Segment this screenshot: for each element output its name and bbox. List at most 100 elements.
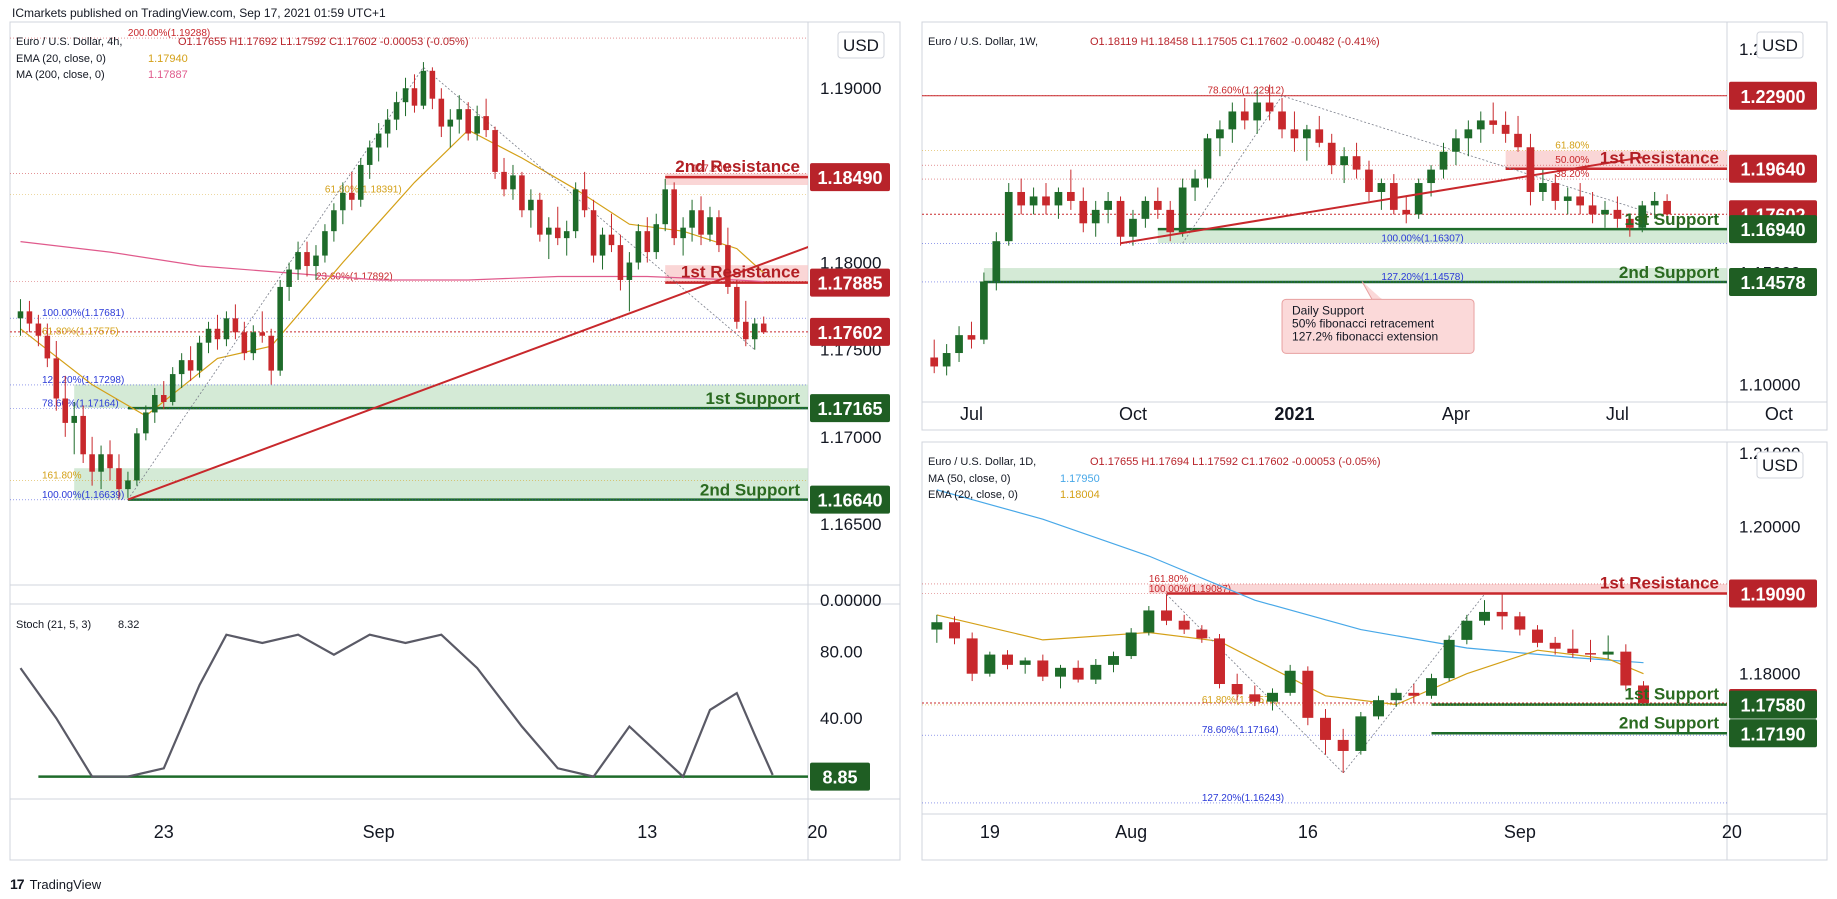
candle <box>984 651 996 677</box>
candle-body <box>447 119 454 127</box>
candle <box>1377 178 1386 210</box>
candle <box>528 189 534 228</box>
candle <box>1390 688 1402 707</box>
candle <box>232 304 239 340</box>
price-tag-label: 1.16940 <box>1740 220 1805 240</box>
candle-body <box>980 281 988 340</box>
price-tag-label: 1.17602 <box>817 323 882 343</box>
chart-panel-4h[interactable]: 200.00%(1.19288)61.80%(1.18391)127.20%23… <box>9 21 901 861</box>
candle-body <box>223 318 230 340</box>
candle-body <box>411 88 418 106</box>
stoch-value: 8.32 <box>118 619 139 631</box>
candle <box>62 375 69 437</box>
chart-panel-daily[interactable]: 161.80%100.00%(1.19087) 61.80%(1.17575) 78… <box>921 441 1828 861</box>
candle <box>725 227 731 294</box>
candle-body <box>205 328 212 343</box>
candle <box>116 454 122 500</box>
price-tag-label: 1.17885 <box>817 274 882 294</box>
candle-body <box>1315 129 1324 143</box>
level-name: 1st Support <box>706 389 801 408</box>
candle <box>1625 214 1634 237</box>
fib-label: 78.60%(1.17164) <box>42 398 119 409</box>
candle <box>967 321 976 349</box>
date-tick-label: 20 <box>1722 822 1742 842</box>
candle <box>563 220 570 256</box>
candle <box>1315 115 1324 148</box>
candle <box>1514 611 1526 636</box>
candle <box>617 234 624 291</box>
candle-body <box>1037 660 1049 677</box>
candle <box>1526 133 1535 206</box>
candle-body <box>1125 632 1137 657</box>
candle-body <box>1373 700 1384 717</box>
candle <box>125 471 131 498</box>
candle <box>1067 169 1075 210</box>
candle-body <box>1108 656 1119 665</box>
candle-body <box>1567 648 1579 654</box>
legend-ohlc: O1.17655 H1.17692 L1.17592 C1.17602 -0.0… <box>178 36 469 48</box>
candle-body <box>537 199 543 235</box>
panel-frame <box>921 21 1828 431</box>
candle <box>331 203 337 242</box>
candle <box>1452 129 1460 166</box>
date-tick-label: Jul <box>1606 404 1629 424</box>
candle <box>1079 187 1088 233</box>
price-tag-bg <box>1729 579 1817 608</box>
price-tag-label: 1.16640 <box>817 491 882 511</box>
candle <box>26 300 33 333</box>
candle-body <box>689 210 695 228</box>
candle <box>1551 174 1560 210</box>
price-tag: 1.22900 <box>1729 81 1817 110</box>
candle-body <box>1663 200 1671 215</box>
candle-body <box>143 412 149 434</box>
candle-body <box>1327 142 1336 166</box>
candle-body <box>375 133 382 148</box>
fib-label: 100.00%(1.17681) <box>42 308 124 319</box>
candle <box>1265 84 1274 121</box>
candle <box>1284 664 1296 696</box>
date-tick-label: Aug <box>1115 822 1147 842</box>
plot-area: 161.80%100.00%(1.19087) 61.80%(1.17575) 78… <box>922 489 1727 804</box>
candle <box>1278 98 1286 139</box>
level-name: 2nd Support <box>1619 713 1719 732</box>
candle-body <box>725 245 731 287</box>
candle-body <box>241 332 248 354</box>
publisher-caption: ICmarkets published on TradingView.com, … <box>12 6 386 20</box>
date-tick-label: Jul <box>960 404 983 424</box>
fib-label: 78.60%(1.22912) <box>1207 86 1284 97</box>
price-tick-label: 1.10000 <box>1739 375 1800 394</box>
currency-badge: USD <box>1756 451 1804 479</box>
candle-body <box>357 164 364 200</box>
fib-label: 100.00%(1.16639) <box>42 490 124 501</box>
candle <box>1340 147 1348 184</box>
candle <box>626 252 633 312</box>
price-tag-label: 1.17165 <box>817 399 882 419</box>
tradingview-footer[interactable]: 17 TradingView <box>10 876 101 892</box>
candle-body <box>1002 654 1013 665</box>
date-tick-label: 23 <box>154 822 174 842</box>
candle-body <box>1452 138 1460 152</box>
candle-body <box>1620 651 1632 686</box>
candle-body <box>71 415 77 423</box>
date-tick-label: 13 <box>637 822 657 842</box>
candle-body <box>349 192 355 200</box>
candle <box>1240 98 1249 130</box>
candle <box>1514 115 1522 152</box>
candle <box>1104 191 1112 224</box>
price-tag-bg <box>810 485 890 514</box>
candle <box>384 109 391 148</box>
chart-panel-weekly[interactable]: 78.60%(1.22912) 61.80% 50.00% 38.20% 100.00%… <box>921 21 1828 431</box>
candle-body <box>1196 629 1208 639</box>
candle-body <box>44 335 51 359</box>
candle <box>1249 685 1261 707</box>
candle <box>1290 111 1299 152</box>
candle <box>250 325 257 361</box>
candle <box>393 91 400 131</box>
candle <box>599 227 606 270</box>
candle-body <box>1191 178 1199 188</box>
candle <box>1365 160 1373 201</box>
candle-body <box>1352 156 1361 170</box>
candle-body <box>1408 692 1420 696</box>
trendline <box>127 245 808 501</box>
